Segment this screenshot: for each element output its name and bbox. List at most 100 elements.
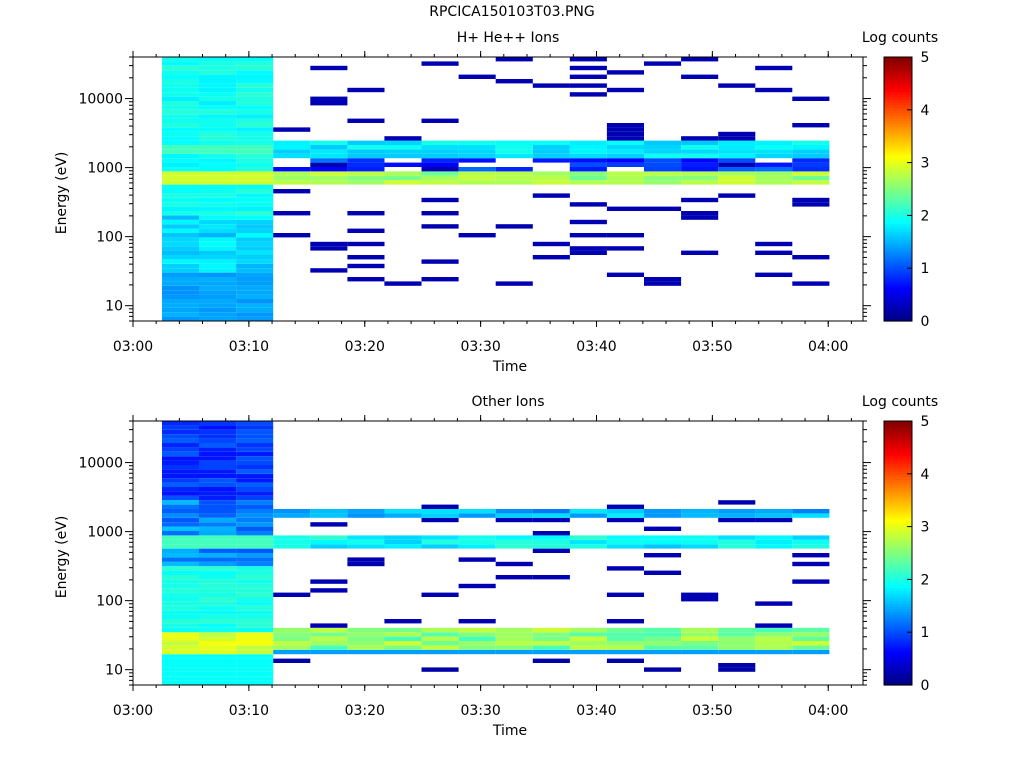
colorbar-label: Log counts	[862, 394, 938, 410]
data-cell	[458, 539, 496, 545]
colorbar-segment	[884, 471, 912, 475]
data-cell	[162, 438, 200, 443]
data-cell	[347, 636, 385, 641]
data-cell	[792, 636, 830, 641]
data-cell	[162, 425, 200, 430]
data-cell	[681, 175, 719, 181]
data-cell	[532, 658, 570, 663]
data-cell	[458, 583, 496, 589]
data-cell	[199, 290, 237, 295]
data-cell	[755, 641, 793, 646]
data-cell	[273, 632, 311, 637]
data-cell	[347, 175, 385, 181]
data-cell	[199, 197, 237, 203]
data-cell	[644, 140, 682, 145]
data-cell	[606, 636, 644, 641]
data-cell	[310, 535, 348, 540]
data-cell	[458, 636, 496, 641]
data-cell	[199, 425, 237, 430]
data-cell	[162, 189, 200, 194]
colorbar-segment	[884, 663, 912, 668]
data-cell	[755, 180, 793, 185]
plot-frame	[132, 420, 864, 686]
data-cell	[199, 281, 237, 286]
data-cell	[273, 180, 311, 185]
data-cell	[532, 145, 570, 150]
data-cell	[421, 509, 459, 514]
data-cell	[532, 513, 570, 518]
data-cell	[421, 224, 459, 229]
data-cell	[384, 149, 422, 154]
data-cell	[273, 189, 311, 194]
data-cell	[236, 299, 274, 304]
data-cell	[792, 171, 830, 176]
data-cell	[347, 87, 385, 93]
data-cell	[199, 171, 237, 176]
y-tick-label: 100	[96, 230, 123, 246]
colorbar-segment	[884, 278, 912, 282]
data-cell	[718, 513, 756, 518]
data-cell	[755, 140, 793, 145]
data-cell	[421, 517, 459, 523]
data-cell	[644, 153, 682, 159]
data-cell	[199, 623, 237, 628]
data-cell	[199, 219, 237, 225]
x-tick-label: 03:20	[345, 703, 385, 719]
data-cell	[421, 259, 459, 264]
colorbar-segment	[884, 255, 912, 259]
data-cell	[199, 114, 237, 119]
colorbar-segment	[884, 576, 912, 580]
colorbar-segment	[884, 157, 912, 161]
data-cell	[755, 145, 793, 150]
data-cell	[162, 469, 200, 474]
data-cell	[569, 513, 607, 518]
colorbar-segment	[884, 513, 912, 517]
data-cell	[347, 535, 385, 540]
data-cell	[606, 171, 644, 176]
data-cell	[347, 241, 385, 247]
colorbar-segment	[884, 436, 912, 441]
data-cell	[681, 153, 719, 159]
data-cell	[236, 87, 274, 93]
data-cell	[199, 140, 237, 145]
panel-title: H+ He++ Ions	[457, 30, 560, 46]
colorbar-segment	[884, 152, 912, 156]
data-cell	[162, 171, 200, 176]
data-cell	[421, 211, 459, 216]
x-tick-label: 03:10	[229, 703, 269, 719]
data-cell	[755, 250, 793, 255]
colorbar-segment	[884, 545, 912, 549]
colorbar-tick-label: 4	[921, 103, 930, 119]
data-cell	[569, 167, 607, 172]
data-cell	[236, 285, 274, 291]
data-cell	[162, 101, 200, 106]
data-cell	[236, 610, 274, 615]
data-cell	[421, 162, 459, 167]
data-cell	[199, 233, 237, 238]
data-cell	[162, 535, 200, 540]
data-cell	[236, 632, 274, 637]
colorbar-segment	[884, 260, 912, 264]
data-cell	[644, 149, 682, 154]
colorbar-segment	[884, 183, 912, 187]
data-cell	[236, 83, 274, 88]
data-cell	[644, 162, 682, 167]
data-cell	[162, 158, 200, 163]
data-cell	[236, 255, 274, 260]
colorbar-segment	[884, 568, 912, 573]
colorbar-segment	[884, 75, 912, 79]
colorbar-segment	[884, 133, 912, 137]
colorbar-tick-label: 0	[921, 678, 930, 694]
colorbar-segment	[884, 666, 912, 670]
data-cell	[606, 136, 644, 141]
data-cell	[162, 299, 200, 304]
data-cell	[236, 215, 274, 220]
data-cell	[644, 570, 682, 575]
colorbar-segment	[884, 484, 912, 488]
colorbar-segment	[884, 595, 912, 599]
colorbar-frame	[883, 56, 913, 322]
data-cell	[162, 70, 200, 75]
data-cell	[236, 237, 274, 242]
colorbar-segment	[884, 228, 912, 232]
data-cell	[199, 641, 237, 646]
